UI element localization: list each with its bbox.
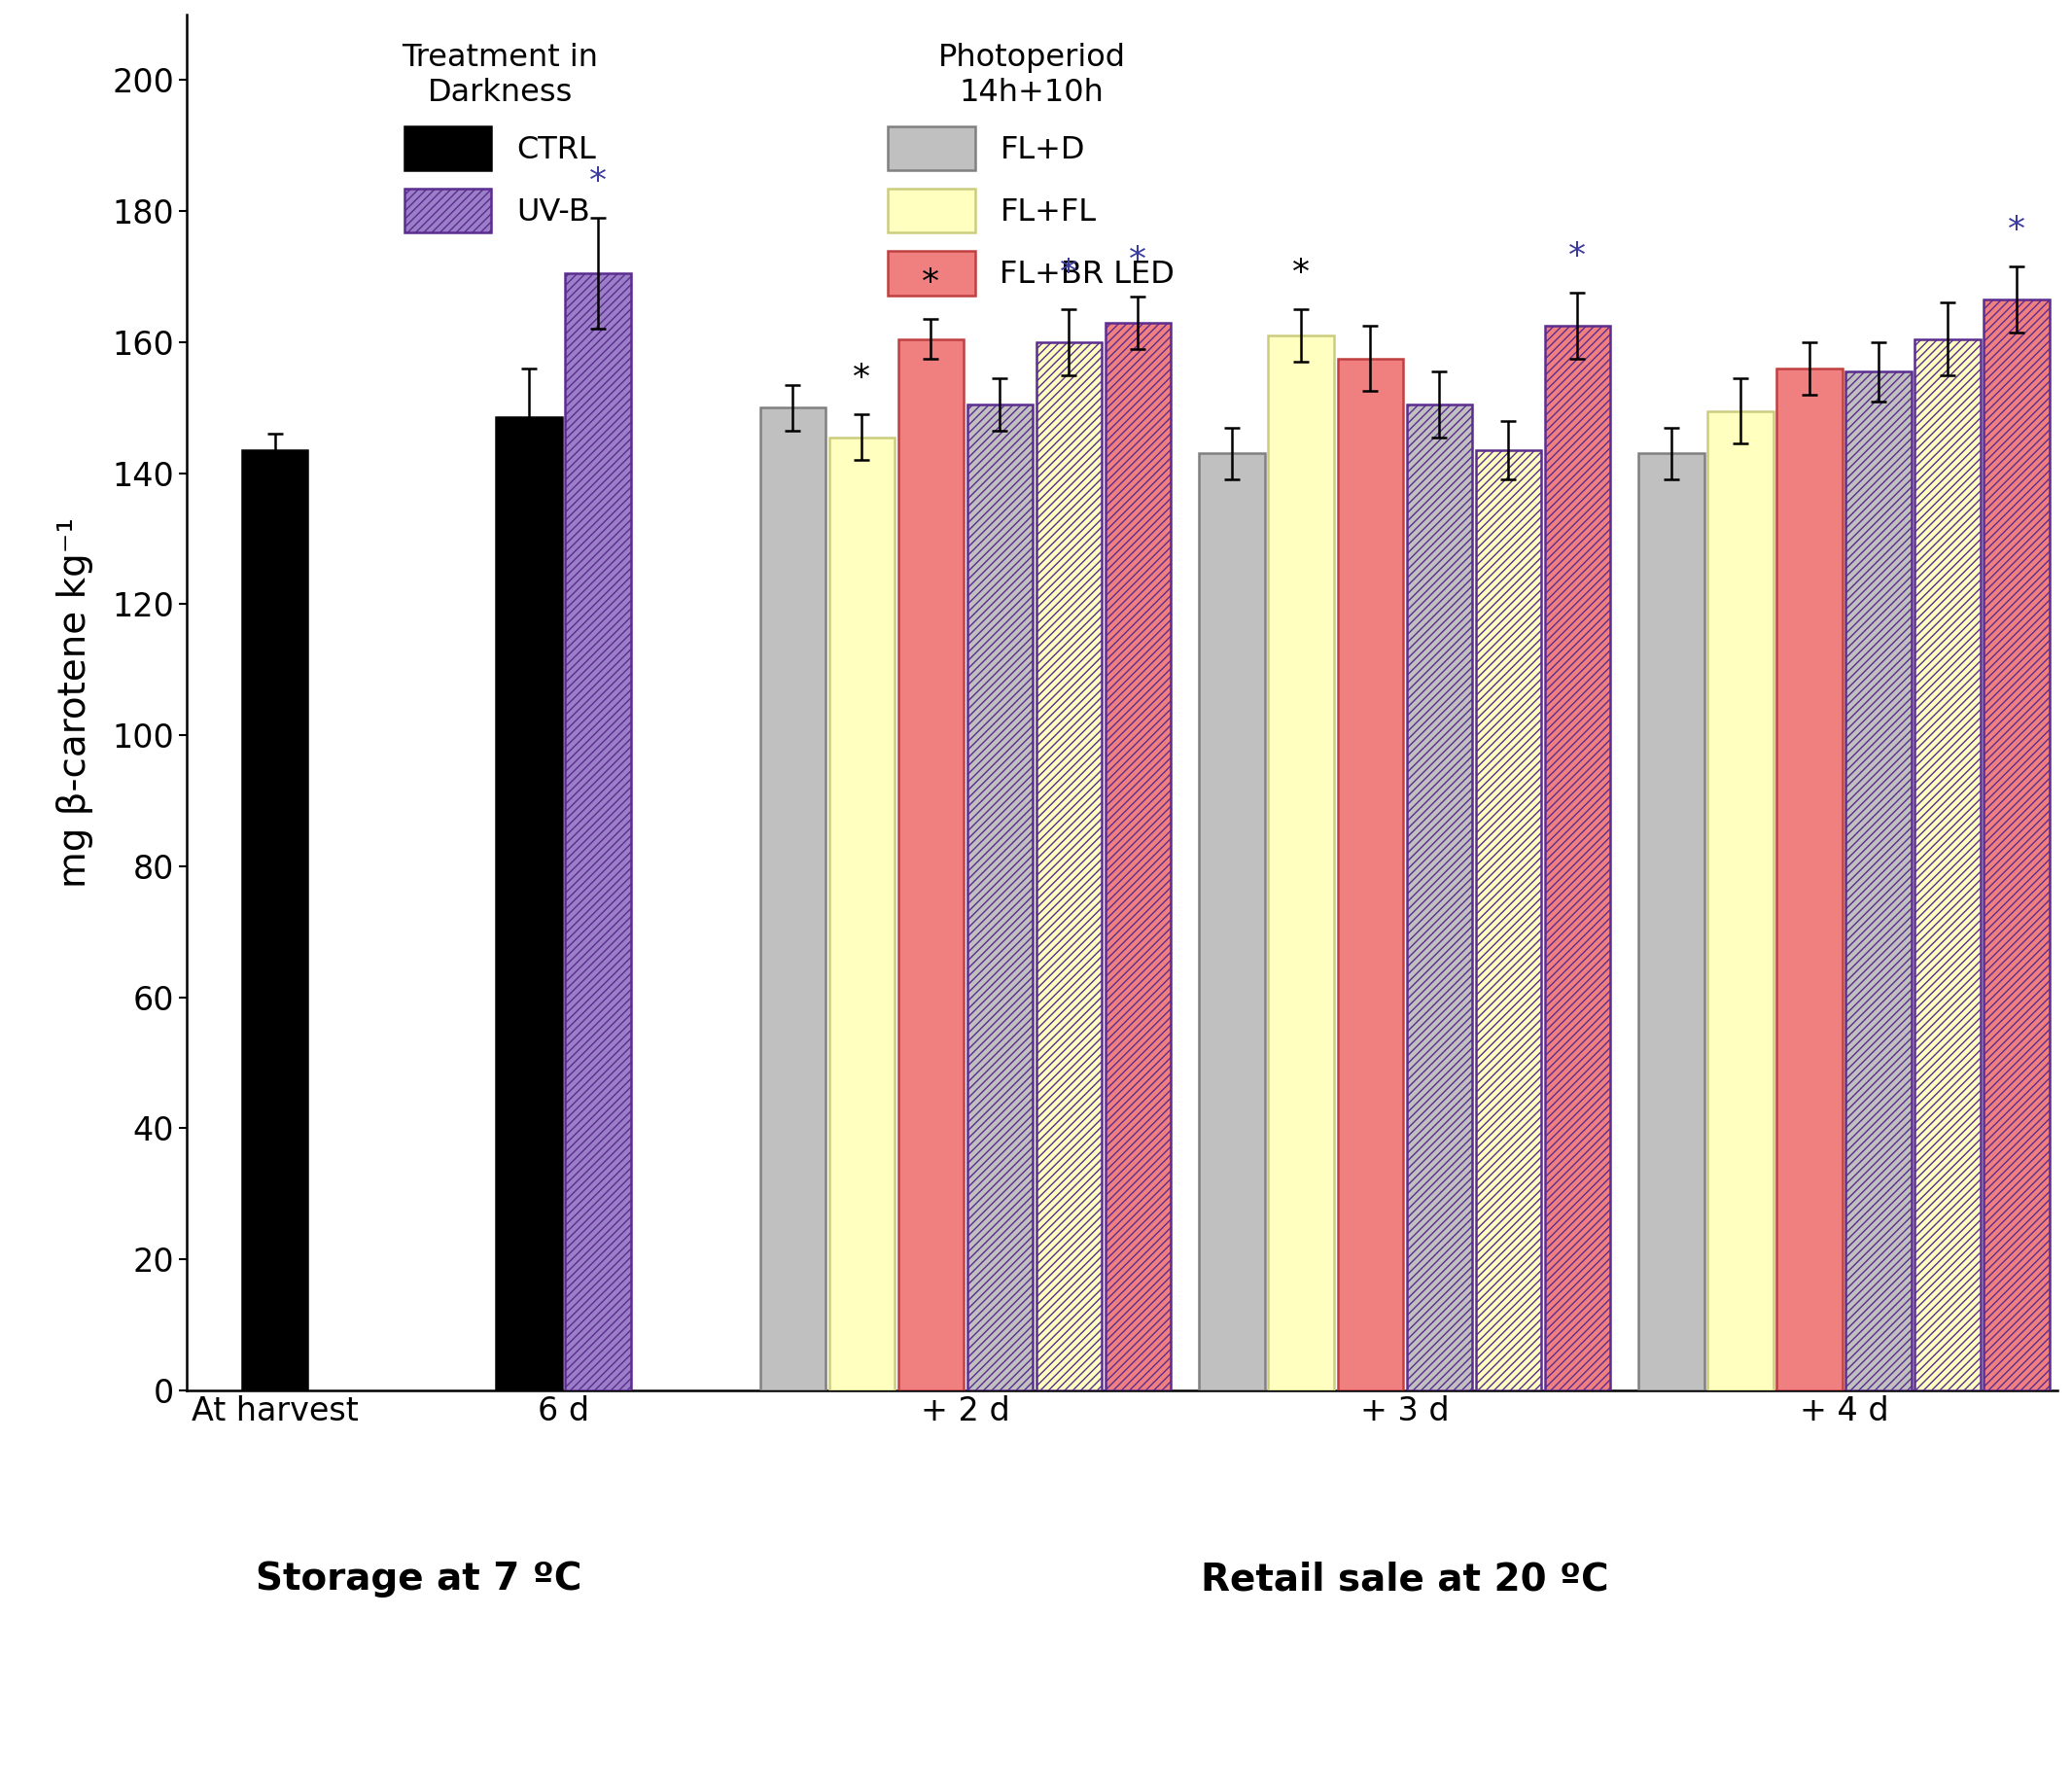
Bar — [1639, 453, 1703, 1391]
Bar — [1104, 323, 1171, 1391]
Legend: FL+D, FL+FL, FL+BR LED: FL+D, FL+FL, FL+BR LED — [876, 30, 1187, 308]
Bar — [829, 437, 895, 1391]
Bar — [1407, 405, 1471, 1391]
Text: *: * — [854, 362, 870, 394]
Bar — [760, 409, 825, 1391]
Bar — [1544, 326, 1610, 1391]
Bar — [1707, 410, 1774, 1391]
Text: Retail sale at 20 ºC: Retail sale at 20 ºC — [1200, 1561, 1608, 1598]
Text: *: * — [2008, 213, 2024, 247]
Bar — [242, 450, 307, 1391]
Text: *: * — [1129, 244, 1146, 276]
Bar — [1846, 371, 1910, 1391]
Y-axis label: mg β-carotene kg⁻¹: mg β-carotene kg⁻¹ — [56, 518, 93, 887]
Bar — [1336, 358, 1403, 1391]
Text: *: * — [1569, 240, 1585, 274]
Text: *: * — [1293, 256, 1310, 290]
Bar — [1985, 299, 2049, 1391]
Bar — [1036, 342, 1102, 1391]
Bar — [1475, 450, 1542, 1391]
Bar — [1778, 369, 1842, 1391]
Bar — [1915, 339, 1981, 1391]
Text: *: * — [588, 165, 607, 199]
Text: Storage at 7 ºC: Storage at 7 ºC — [257, 1561, 582, 1598]
Bar — [1268, 335, 1334, 1391]
Bar — [897, 339, 963, 1391]
Bar — [497, 418, 562, 1391]
Bar — [1200, 453, 1264, 1391]
Text: *: * — [922, 267, 939, 299]
Bar — [968, 405, 1032, 1391]
Bar — [566, 274, 630, 1391]
Text: *: * — [1061, 256, 1077, 290]
